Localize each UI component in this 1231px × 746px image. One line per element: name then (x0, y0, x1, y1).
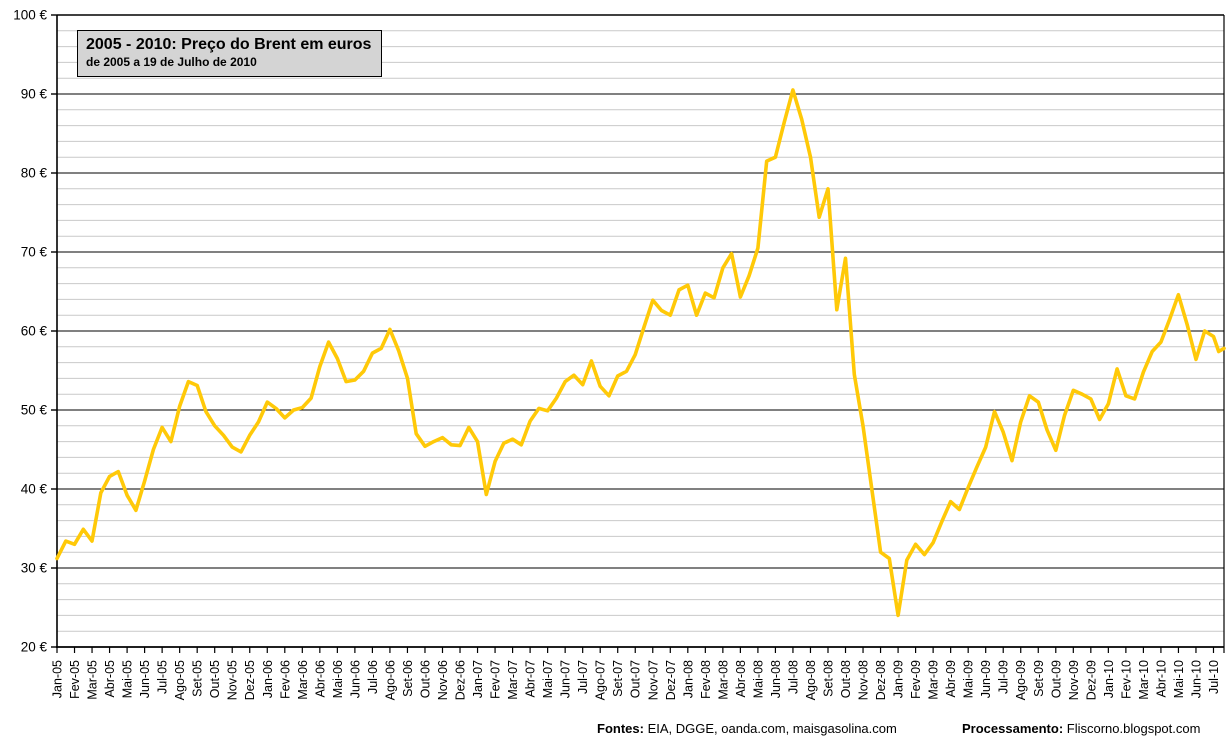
x-axis-label: Fev-07 (489, 660, 503, 699)
x-axis-label: Jun-07 (559, 660, 573, 698)
chart-title-box: 2005 - 2010: Preço do Brent em euros de … (77, 30, 383, 77)
x-axis-label: Set-07 (611, 660, 625, 697)
processing-note: Processamento: Fliscorno.blogspot.com (962, 721, 1200, 736)
chart-subtitle: de 2005 a 19 de Julho de 2010 (86, 55, 257, 69)
x-axis-label: Jul-09 (997, 660, 1011, 694)
x-axis-label: Nov-08 (857, 660, 871, 700)
x-axis-label: Mar-09 (927, 660, 941, 700)
x-axis-label: Dez-07 (664, 660, 678, 700)
x-axis-label: Abr-05 (103, 660, 117, 698)
x-axis-label: Set-06 (401, 660, 415, 697)
x-axis-label: Abr-09 (944, 660, 958, 698)
y-axis-label: 20 € (21, 640, 48, 655)
sources-note: Fontes: EIA, DGGE, oanda.com, maisgasoli… (597, 721, 897, 736)
x-axis-label: Nov-06 (436, 660, 450, 700)
y-axis-label: 60 € (21, 324, 48, 339)
x-axis-label: Out-07 (629, 660, 643, 698)
x-axis-label: Abr-10 (1154, 660, 1168, 698)
x-axis-label: Set-09 (1032, 660, 1046, 697)
y-axis-label: 90 € (21, 87, 48, 102)
x-axis-label: Jul-08 (786, 660, 800, 694)
x-axis-label: Mai-07 (541, 660, 555, 698)
x-axis-label: Nov-09 (1067, 660, 1081, 700)
x-axis-label: Jan-07 (471, 660, 485, 698)
price-line (55, 88, 1226, 618)
x-axis-label: Ago-06 (383, 660, 397, 700)
y-axis-label: 40 € (21, 482, 48, 497)
sources-label: Fontes: (597, 721, 644, 736)
x-axis-label: Dez-09 (1084, 660, 1098, 700)
x-axis-label: Dez-08 (874, 660, 888, 700)
x-axis-label: Jan-08 (681, 660, 695, 698)
x-axis-label: Set-05 (191, 660, 205, 697)
y-axis-label: 30 € (21, 561, 48, 576)
x-axis-label: Jun-06 (348, 660, 362, 698)
x-axis-label: Mar-07 (506, 660, 520, 700)
x-axis-label: Jan-06 (261, 660, 275, 698)
x-axis-label: Dez-05 (243, 660, 257, 700)
processing-label: Processamento: (962, 721, 1064, 736)
sources-value: EIA, DGGE, oanda.com, maisgasolina.com (643, 721, 897, 736)
x-axis-label: Mar-05 (86, 660, 100, 700)
x-axis-label: Out-05 (208, 660, 222, 698)
x-axis-label: Jan-05 (51, 660, 65, 698)
processing-value: Fliscorno.blogspot.com (1063, 721, 1201, 736)
x-axis-label: Jun-09 (979, 660, 993, 698)
x-axis-label: Fev-08 (699, 660, 713, 699)
x-axis-label: Abr-08 (734, 660, 748, 698)
x-axis-label: Jan-09 (892, 660, 906, 698)
x-axis-label: Mar-10 (1137, 660, 1151, 700)
x-axis-label: Jul-05 (156, 660, 170, 694)
x-axis-label: Jul-07 (576, 660, 590, 694)
x-axis-label: Out-08 (839, 660, 853, 698)
x-axis-label: Fev-05 (68, 660, 82, 699)
x-axis-label: Jul-10 (1207, 660, 1221, 694)
x-axis-label: Fev-09 (909, 660, 923, 699)
x-axis-label: Dez-06 (454, 660, 468, 700)
x-axis-label: Jun-10 (1189, 660, 1203, 698)
y-axis-label: 100 € (13, 8, 47, 23)
x-axis-label: Nov-05 (226, 660, 240, 700)
x-axis-label: Ago-09 (1014, 660, 1028, 700)
x-axis-label: Mar-08 (716, 660, 730, 700)
x-axis-label: Mai-06 (331, 660, 345, 698)
chart-title: 2005 - 2010: Preço do Brent em euros (86, 36, 372, 53)
x-axis-label: Mai-05 (121, 660, 135, 698)
y-axis-label: 50 € (21, 403, 48, 418)
x-axis-label: Jul-06 (366, 660, 380, 694)
x-axis-label: Mai-09 (962, 660, 976, 698)
x-axis-label: Jun-05 (138, 660, 152, 698)
x-axis-label: Nov-07 (646, 660, 660, 700)
x-axis-label: Jun-08 (769, 660, 783, 698)
x-axis-label: Mai-10 (1172, 660, 1186, 698)
x-axis-label: Ago-07 (594, 660, 608, 700)
x-axis-label: Jan-10 (1102, 660, 1116, 698)
x-axis-label: Fev-06 (278, 660, 292, 699)
x-axis-label: Set-08 (821, 660, 835, 697)
x-axis-label: Mar-06 (296, 660, 310, 700)
x-axis-label: Abr-06 (313, 660, 327, 698)
x-axis-label: Abr-07 (524, 660, 538, 698)
x-axis-label: Mai-08 (751, 660, 765, 698)
x-axis-label: Out-09 (1049, 660, 1063, 698)
x-axis-label: Fev-10 (1119, 660, 1133, 699)
x-axis-label: Ago-08 (804, 660, 818, 700)
x-axis-label: Out-06 (418, 660, 432, 698)
y-axis-label: 80 € (21, 166, 48, 181)
x-axis-label: Ago-05 (173, 660, 187, 700)
y-axis-label: 70 € (21, 245, 48, 260)
